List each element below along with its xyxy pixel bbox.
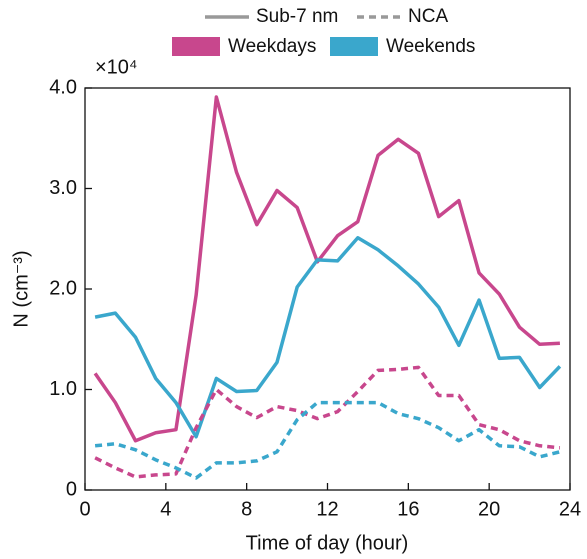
legend-label: Weekdays	[228, 36, 316, 57]
y-tick-label: 3.0	[49, 177, 77, 199]
legend-label: Weekends	[386, 36, 475, 57]
legend-label: NCA	[408, 6, 448, 27]
x-tick-label: 0	[79, 498, 90, 520]
y-tick-label: 2.0	[49, 277, 77, 299]
y-multiplier: ×10⁴	[95, 56, 138, 78]
legend-swatch	[330, 37, 378, 56]
data-line	[94, 400, 561, 480]
data-line	[94, 235, 562, 439]
data-line	[94, 365, 561, 479]
x-axis-label: Time of day (hour)	[246, 532, 409, 554]
legend-swatch	[172, 37, 220, 56]
y-axis-label: N (cm⁻³)	[10, 250, 32, 327]
y-tick-label: 4.0	[49, 76, 77, 98]
x-tick-label: 8	[241, 498, 252, 520]
x-tick-label: 12	[316, 498, 338, 520]
data-line	[93, 95, 560, 443]
x-tick-label: 4	[160, 498, 171, 520]
y-tick-label: 0	[66, 478, 77, 500]
x-tick-label: 16	[397, 498, 419, 520]
x-tick-label: 24	[559, 498, 581, 520]
y-tick-label: 1.0	[49, 378, 77, 400]
legend-label: Sub-7 nm	[256, 6, 338, 27]
x-tick-label: 20	[478, 498, 500, 520]
